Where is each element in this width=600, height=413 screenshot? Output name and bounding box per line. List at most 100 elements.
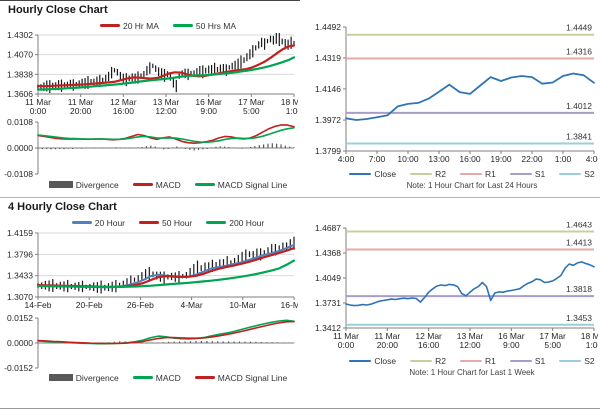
legend-label: R2: [435, 356, 446, 366]
svg-text:1.3412: 1.3412: [315, 323, 341, 333]
svg-text:14-Feb: 14-Feb: [25, 300, 52, 310]
svg-text:11 Mar: 11 Mar: [333, 331, 359, 341]
svg-text:1.4316: 1.4316: [566, 46, 592, 56]
svg-text:1.4012: 1.4012: [566, 101, 592, 111]
legend-item: S1: [509, 356, 546, 366]
legend-label: S2: [584, 169, 595, 179]
legend-swatch-line: [194, 376, 215, 379]
legend-label: 200 Hour: [229, 217, 265, 228]
svg-text:1.4449: 1.4449: [566, 23, 592, 33]
legend-swatch-line: [410, 172, 433, 176]
svg-text:11 Mar: 11 Mar: [25, 97, 51, 107]
legend-swatch-bar: [48, 181, 73, 188]
svg-text:20:00: 20:00: [377, 340, 399, 350]
legend-label: R1: [484, 169, 496, 179]
legend-label: R1: [484, 356, 496, 366]
svg-text:0.0108: 0.0108: [7, 117, 33, 127]
last-24h-legend: Close R2 R1 S1 S2: [300, 167, 600, 181]
one-hour-week-chart: 1.4687 1.4368 1.4049 1.3731 1.3412 1.4643 1.44…: [315, 222, 598, 350]
svg-text:1:00: 1:00: [586, 340, 598, 350]
svg-text:9:00: 9:00: [503, 340, 520, 350]
svg-text:4:00: 4:00: [338, 154, 355, 164]
legend-item: S2: [559, 356, 595, 366]
legend-label: Close: [374, 356, 397, 366]
svg-text:1:00: 1:00: [286, 106, 298, 116]
svg-text:1.4492: 1.4492: [315, 22, 341, 32]
legend-label: 50 Hour: [162, 217, 193, 228]
legend-item: Divergence: [48, 372, 119, 383]
legend-swatch-line: [172, 24, 193, 27]
svg-text:5:00: 5:00: [243, 106, 260, 116]
svg-text:1.3838: 1.3838: [7, 69, 33, 79]
legend-label: S2: [584, 356, 595, 366]
bottom-divider: [0, 408, 600, 409]
legend-swatch-line: [139, 221, 160, 224]
legend-swatch-line: [99, 24, 120, 27]
svg-text:1.4049: 1.4049: [315, 273, 341, 283]
svg-text:1.4302: 1.4302: [7, 32, 33, 40]
svg-text:4-Mar: 4-Mar: [180, 300, 202, 310]
legend-label: Close: [374, 169, 397, 179]
svg-text:1.4368: 1.4368: [315, 248, 341, 258]
panel-four-hourly-close: 4 Hourly Close Chart 20 Hour 50 Hour 200 H…: [0, 198, 300, 406]
svg-text:1.3818: 1.3818: [566, 284, 592, 294]
legend-swatch-line: [349, 172, 372, 176]
legend-item: R1: [459, 356, 496, 366]
svg-text:16-Mar: 16-Mar: [281, 300, 298, 310]
legend-swatch-line: [194, 183, 215, 186]
legend-item: MACD: [132, 179, 181, 190]
svg-text:0.0152: 0.0152: [7, 313, 33, 323]
svg-text:10-Mar: 10-Mar: [229, 300, 256, 310]
svg-text:12:00: 12:00: [459, 340, 481, 350]
svg-text:1.3453: 1.3453: [566, 313, 592, 323]
legend-swatch-line: [509, 359, 532, 363]
svg-text:16:00: 16:00: [113, 106, 135, 116]
svg-text:7:00: 7:00: [369, 154, 386, 164]
legend-label: MACD Signal Line: [217, 372, 288, 383]
svg-text:5:00: 5:00: [544, 340, 561, 350]
legend-item: 50 Hour: [139, 218, 192, 228]
legend-item: MACD Signal Line: [194, 180, 287, 190]
legend-item: 200 Hour: [206, 218, 264, 228]
svg-text:1.4413: 1.4413: [566, 237, 592, 247]
svg-text:1.4687: 1.4687: [315, 223, 341, 233]
svg-text:18 Mar: 18 Mar: [581, 331, 598, 341]
svg-text:1.4643: 1.4643: [566, 222, 592, 229]
legend-item: R1: [459, 169, 496, 179]
svg-text:1.3799: 1.3799: [315, 146, 341, 156]
section-divider: [0, 197, 600, 198]
legend-label: MACD: [155, 372, 181, 383]
svg-text:1.4070: 1.4070: [7, 50, 33, 60]
legend-label: MACD: [155, 179, 181, 190]
svg-text:1.3433: 1.3433: [7, 271, 33, 281]
one-hour-24h-chart: 1.4492 1.4319 1.4146 1.3972 1.3799 1.4449 1.43…: [315, 22, 598, 164]
legend-swatch-line: [206, 221, 227, 224]
svg-text:0.0000: 0.0000: [7, 338, 33, 348]
svg-text:16 Mar: 16 Mar: [195, 97, 222, 107]
svg-text:1.3972: 1.3972: [315, 115, 341, 125]
legend-swatch-line: [459, 359, 482, 363]
legend-label: S1: [534, 356, 546, 366]
legend-item: S1: [509, 169, 545, 179]
hourly-macd-legend: Divergence MACD MACD Signal Line: [0, 178, 300, 191]
svg-text:1.4319: 1.4319: [315, 53, 341, 63]
legend-label: Divergence: [75, 372, 119, 383]
svg-text:17 Mar: 17 Mar: [539, 331, 566, 341]
legend-item: 20 Hour: [71, 218, 125, 228]
four-hourly-chart-title: 4 Hourly Close Chart: [8, 201, 117, 213]
panel-hourly-close: Hourly Close Chart 20 Hr MA 50 Hrs MA 1.4…: [0, 1, 300, 197]
svg-text:20:00: 20:00: [70, 106, 92, 116]
svg-text:-0.0108: -0.0108: [4, 169, 33, 178]
svg-text:11 Mar: 11 Mar: [68, 97, 94, 107]
svg-text:1.4146: 1.4146: [315, 84, 341, 94]
last-24h-note: Note: 1 Hour Chart for Last 24 Hours: [406, 181, 538, 190]
svg-text:26-Feb: 26-Feb: [127, 300, 154, 310]
legend-swatch-line: [559, 359, 582, 363]
four-hourly-ma-legend: 20 Hour 50 Hour 200 Hour: [0, 216, 300, 229]
svg-text:12 Mar: 12 Mar: [110, 97, 137, 107]
svg-text:1.3070: 1.3070: [7, 292, 33, 302]
svg-text:13:00: 13:00: [428, 154, 450, 164]
svg-text:11 Mar: 11 Mar: [374, 331, 400, 341]
